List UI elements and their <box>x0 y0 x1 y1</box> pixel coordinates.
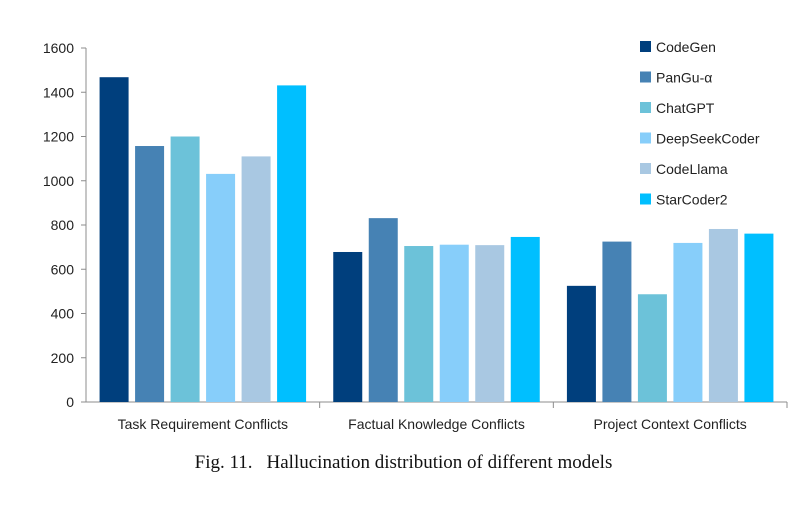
bar-starcoder2 <box>277 85 307 403</box>
y-tick-label: 1200 <box>43 129 74 145</box>
bar-codellama <box>241 156 271 402</box>
y-tick-label: 800 <box>51 217 75 233</box>
y-tick-label: 1600 <box>43 40 74 56</box>
bar-chatgpt <box>170 136 200 402</box>
bar-codegen <box>566 285 596 402</box>
legend-label: PanGu-α <box>656 70 712 86</box>
bar-pangu- <box>135 146 165 402</box>
legend-label: CodeGen <box>656 39 716 55</box>
bar-chart-svg: 0 200 400 600 800 1000 1200 1400 1600 Task Requir… <box>43 39 788 432</box>
bar-codellama <box>708 228 738 402</box>
bar-pangu- <box>602 241 632 402</box>
x-category-label: Task Requirement Conflicts <box>118 416 288 432</box>
x-category-label: Project Context Conflicts <box>594 416 747 432</box>
bar-codegen <box>333 251 363 402</box>
bar-codellama <box>475 245 505 402</box>
bar-deepseekcoder <box>439 244 469 402</box>
bar-starcoder2 <box>744 233 774 402</box>
x-category-label: Factual Knowledge Conflicts <box>348 416 525 432</box>
legend-label: DeepSeekCoder <box>656 131 760 147</box>
bar-codegen <box>99 77 129 402</box>
figure-caption: Fig. 11. Hallucination distribution of di… <box>0 452 807 474</box>
y-tick-label: 1000 <box>43 173 74 189</box>
y-tick-label: 1400 <box>43 84 74 100</box>
legend-label: ChatGPT <box>656 100 715 116</box>
figure-number: Fig. 11. <box>194 452 253 473</box>
bar-chatgpt <box>404 246 434 402</box>
legend-label: CodeLlama <box>656 161 728 177</box>
y-tick-label: 600 <box>51 261 75 277</box>
bar-deepseekcoder <box>206 173 236 402</box>
bar-chatgpt <box>637 294 667 402</box>
legend-swatch <box>640 193 651 205</box>
y-tick-label: 400 <box>51 306 75 322</box>
y-tick-label: 200 <box>51 350 75 366</box>
bar-starcoder2 <box>510 236 540 402</box>
figure-caption-text: Hallucination distribution of different … <box>266 452 613 473</box>
bar-pangu- <box>368 218 398 402</box>
legend-swatch <box>640 132 651 144</box>
legend-label: StarCoder2 <box>656 192 728 208</box>
legend-swatch <box>640 71 651 83</box>
legend-swatch <box>640 163 651 174</box>
bar-deepseekcoder <box>673 242 703 402</box>
legend-swatch <box>640 41 651 52</box>
y-tick-label: 0 <box>66 394 74 410</box>
legend-swatch <box>640 102 651 113</box>
